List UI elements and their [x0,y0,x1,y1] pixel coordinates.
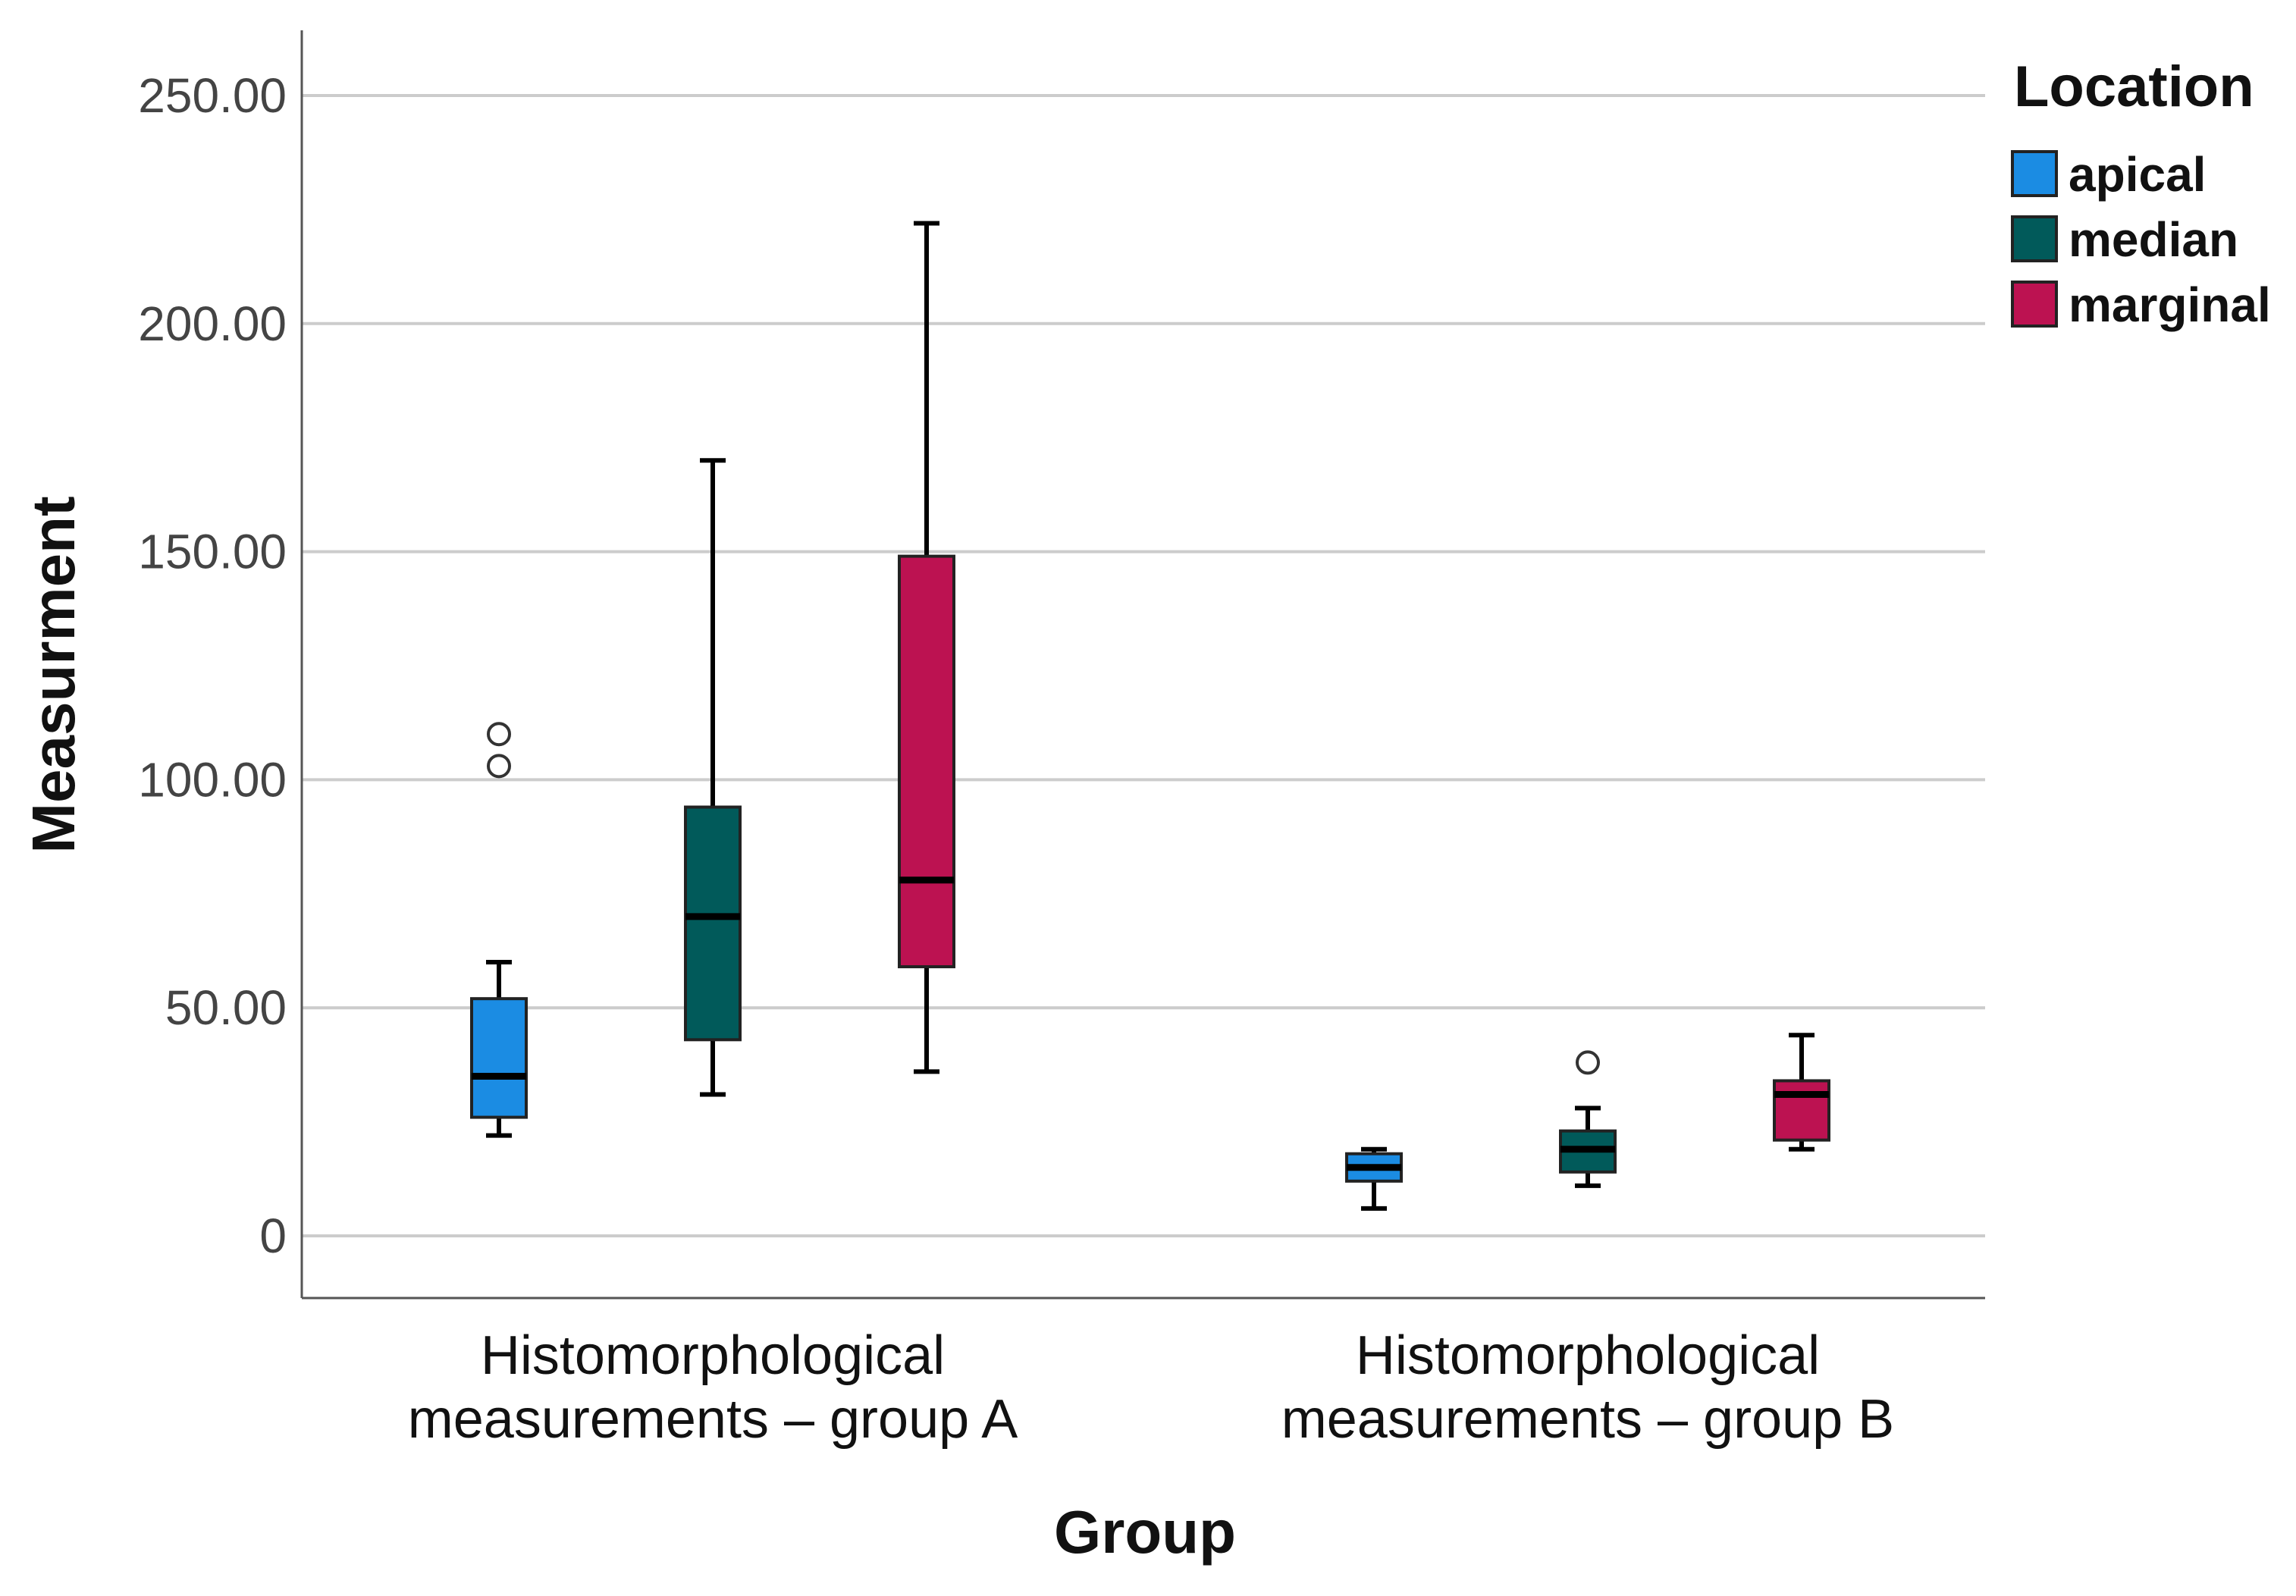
iqr-box [898,554,955,969]
x-category-label: Histomorphological [481,1325,945,1386]
y-tick-label: 250.00 [138,68,287,123]
box-apical-cat1 [470,722,528,1138]
legend-label-apical: apical [2069,147,2206,202]
box-median-cat2 [1559,1050,1617,1188]
box-marginal-cat1 [898,221,955,1074]
legend-swatch-marginal [2011,281,2058,328]
iqr-box [1773,1079,1830,1142]
y-tick-labels: 0 50.00 100.00 150.00 200.00 250.00 [138,68,287,1263]
iqr-box [684,805,742,1042]
outlier-point [1576,1050,1600,1075]
y-tick-label: 50.00 [165,980,287,1035]
outlier-point [487,722,511,747]
y-axis-title: Measurment [20,496,87,853]
box-marginal-cat2 [1773,1033,1830,1152]
legend: Location apical median marginal [2011,55,2271,332]
x-category-label: measurements – group A [408,1389,1018,1450]
axes [300,30,1985,1300]
box-median-cat1 [684,458,742,1097]
y-tick-label: 200.00 [138,296,287,351]
y-tick-label: 150.00 [138,525,287,579]
legend-swatch-median [2011,215,2058,262]
legend-swatch-apical [2011,150,2058,197]
y-tick-label: 100.00 [138,752,287,807]
y-tick-label: 0 [259,1209,287,1263]
x-category-label: measurements – group B [1281,1389,1894,1450]
iqr-box [470,997,528,1119]
legend-label-median: median [2069,212,2238,267]
x-axis-title: Group [1054,1498,1236,1566]
legend-title: Location [2014,55,2254,119]
gridlines [302,94,1985,1237]
outlier-point [487,754,511,779]
legend-label-marginal: marginal [2069,277,2271,332]
boxes [470,221,1830,1211]
box-apical-cat2 [1345,1146,1403,1211]
x-category-label: Histomorphological [1356,1325,1820,1386]
